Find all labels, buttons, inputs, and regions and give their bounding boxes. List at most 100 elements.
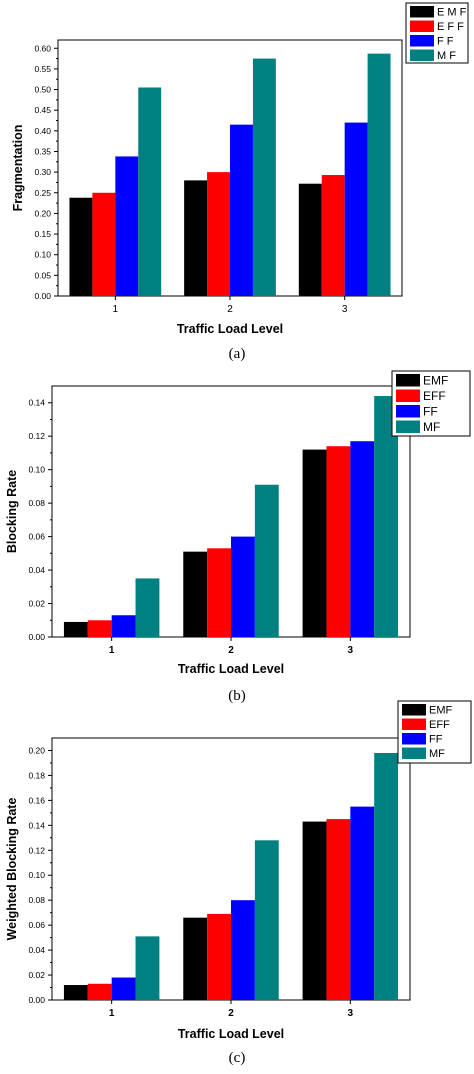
bar-chart-svg: 0.00 0.05 0.10 0.15 0.20 0.25 0.30 0.35 0.40 0.45…	[11, 2, 469, 362]
legend-swatch-emf	[410, 6, 434, 18]
x-axis-label: Traffic Load Level	[178, 662, 284, 676]
x-tick-label: 3	[348, 1008, 354, 1019]
y-tick-label: 0.35	[34, 146, 51, 156]
legend-label-emf: EMF	[429, 705, 453, 717]
legend-label-mf: MF	[423, 420, 440, 434]
y-tick-label: 0.00	[28, 995, 45, 1005]
bar-ff-1	[115, 156, 139, 296]
y-tick-label: 0.40	[34, 126, 51, 136]
legend-swatch-mf	[402, 747, 426, 759]
bar-ff-3	[344, 122, 368, 296]
bar-ff-2	[230, 124, 253, 296]
y-tick-label: 0.02	[28, 599, 45, 609]
y-tick-label: 0.15	[34, 229, 51, 239]
bar-mf-2	[252, 58, 276, 297]
legend-label-eff: E F F	[437, 21, 464, 33]
legend-label-ff: FF	[429, 734, 443, 746]
x-tick-label: 3	[342, 304, 348, 315]
y-tick-label: 0.00	[28, 632, 45, 642]
y-tick-label: 0.25	[34, 188, 51, 198]
y-tick-label: 0.06	[28, 532, 45, 542]
x-tick-label: 2	[228, 1008, 234, 1019]
legend-swatch-eff	[402, 718, 426, 730]
bar-emf-2	[183, 551, 208, 637]
x-tick-label: 2	[227, 304, 233, 315]
bar-chart-svg: 0.00 0.02 0.04 0.06 0.08 0.10 0.12 0.14 1 2 3 Traff…	[5, 370, 471, 704]
y-axis-label: Weighted Blocking Rate	[5, 798, 19, 941]
x-tick-label: 3	[348, 645, 354, 656]
y-tick-label: 0.16	[28, 795, 45, 805]
y-axis-label: Fragmentation	[11, 125, 25, 212]
bar-ff-2	[231, 536, 255, 637]
bar-mf-1	[135, 936, 160, 1000]
x-tick-label: 1	[113, 304, 119, 315]
y-axis-label: Blocking Rate	[5, 470, 19, 553]
figure-caption: (c)	[229, 1050, 246, 1066]
bar-ff-1	[111, 977, 136, 1000]
legend-label-mf: MF	[429, 748, 445, 760]
chart-panel-c: 0.00 0.02 0.04 0.06 0.08 0.10 0.12 0.14 0.16 0.18…	[0, 700, 474, 1069]
bar-emf-3	[302, 821, 327, 1000]
bar-emf-3	[302, 449, 327, 637]
bar-emf-1	[69, 197, 93, 296]
y-tick-label: 0.55	[34, 64, 51, 74]
x-tick-label: 2	[228, 645, 234, 656]
x-axis-label: Traffic Load Level	[178, 1027, 284, 1041]
legend-swatch-ff	[402, 733, 426, 745]
bar-ff-3	[350, 806, 375, 1000]
bar-eff-2	[207, 172, 230, 296]
y-tick-label: 0.12	[28, 845, 45, 855]
y-tick-label: 0.08	[28, 498, 45, 508]
legend-swatch-mf	[410, 49, 434, 61]
legend-swatch-emf	[402, 704, 426, 716]
y-tick-label: 0.05	[34, 270, 51, 280]
bar-eff-3	[326, 819, 351, 1000]
bar-chart-svg: 0.00 0.02 0.04 0.06 0.08 0.10 0.12 0.14 0.16 0.18…	[5, 700, 472, 1066]
legend-swatch-ff	[410, 35, 434, 47]
y-tick-label: 0.20	[34, 208, 51, 218]
legend: EMF EFF FF MF	[397, 700, 472, 764]
legend-label-mf: M F	[437, 50, 456, 62]
y-tick-label: 0.30	[34, 167, 51, 177]
chart-panel-b: 0.00 0.02 0.04 0.06 0.08 0.10 0.12 0.14 1 2 3 Traff…	[0, 358, 474, 712]
y-tick-label: 0.04	[28, 945, 45, 955]
bar-eff-1	[87, 620, 112, 637]
bar-ff-3	[350, 441, 375, 637]
figure-caption: (b)	[228, 688, 246, 704]
y-tick-label: 0.04	[28, 565, 45, 575]
y-tick-label: 0.06	[28, 920, 45, 930]
legend-swatch-emf	[396, 374, 420, 387]
y-tick-label: 0.60	[34, 43, 51, 53]
legend-swatch-ff	[396, 405, 420, 418]
bar-eff-3	[326, 446, 351, 637]
y-tick-label: 0.20	[28, 745, 45, 755]
y-tick-label: 0.45	[34, 105, 51, 115]
bar-mf-3	[367, 53, 391, 296]
bar-eff-1	[92, 192, 116, 296]
bar-mf-1	[135, 578, 160, 637]
legend-label-ff: FF	[423, 405, 438, 419]
legend-label-eff: EFF	[429, 719, 450, 731]
bar-ff-2	[231, 900, 255, 1000]
y-tick-label: 0.10	[28, 870, 45, 880]
y-tick-label: 0.00	[34, 291, 51, 301]
y-tick-label: 0.02	[28, 970, 45, 980]
bar-mf-2	[254, 840, 279, 1000]
y-tick-label: 0.18	[28, 770, 45, 780]
chart-panel-a: 0.00 0.05 0.10 0.15 0.20 0.25 0.30 0.35 0.40 0.45…	[0, 0, 474, 372]
y-tick-label: 0.10	[28, 465, 45, 475]
x-tick-label: 1	[109, 1008, 115, 1019]
bar-eff-1	[87, 983, 112, 1000]
bar-eff-3	[321, 175, 345, 296]
figure-caption: (a)	[229, 346, 246, 362]
legend-label-emf: EMF	[423, 374, 448, 388]
x-axis-label: Traffic Load Level	[177, 322, 283, 336]
bar-eff-2	[207, 913, 231, 1000]
x-tick-label: 1	[109, 645, 115, 656]
bar-mf-2	[254, 484, 279, 637]
bar-mf-3	[374, 396, 399, 637]
bar-emf-2	[184, 180, 208, 296]
legend-label-ff: F F	[437, 36, 454, 48]
legend-swatch-eff	[396, 389, 420, 402]
